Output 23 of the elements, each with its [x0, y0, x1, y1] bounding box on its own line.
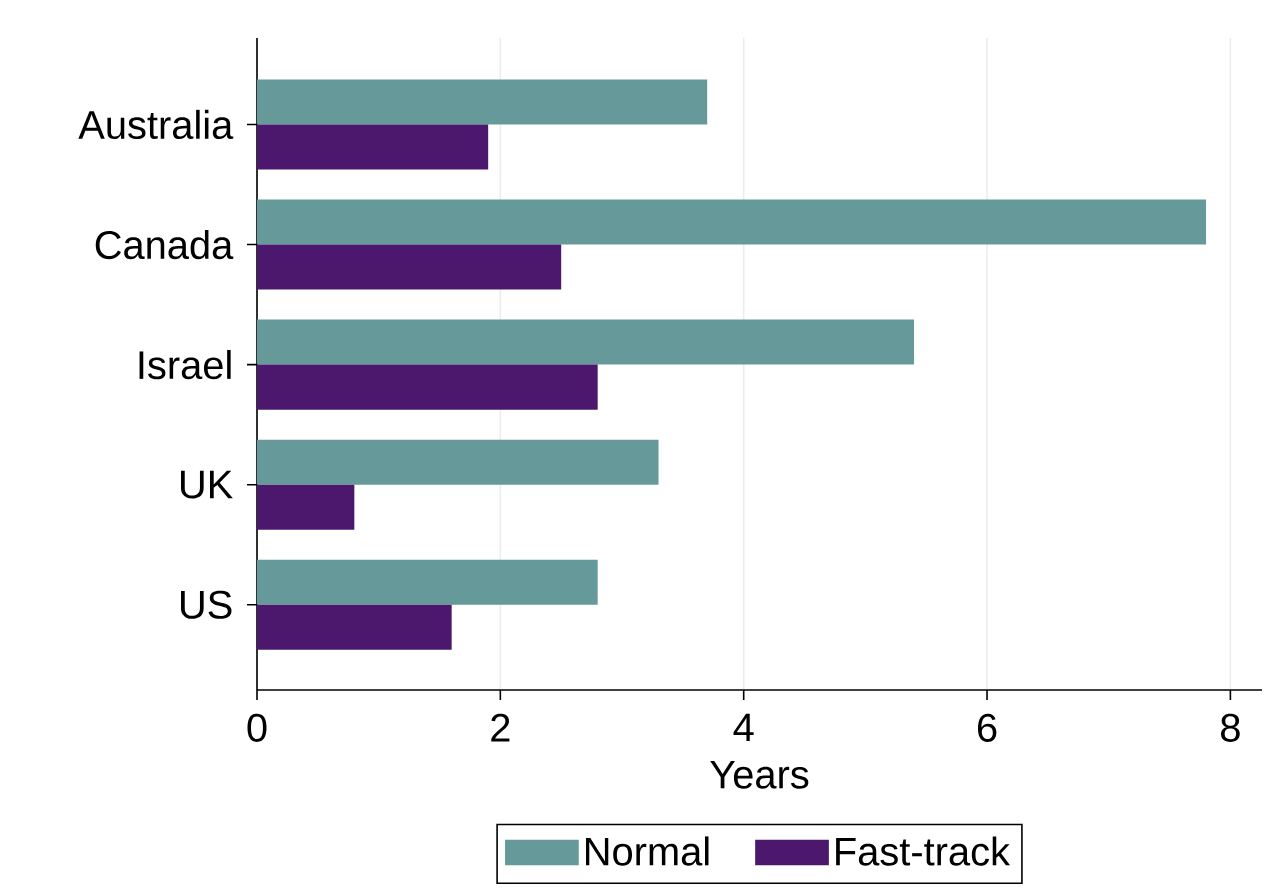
bar: [257, 604, 452, 650]
bar: [257, 199, 1207, 245]
bar: [257, 484, 355, 530]
y-tick-label: Israel: [139, 349, 231, 380]
y-tick-label: Australia: [78, 109, 234, 140]
y-tick-label: UK: [181, 470, 233, 499]
x-axis-title: Years: [710, 760, 809, 789]
bar: [257, 244, 562, 290]
bar: [257, 79, 708, 125]
legend-label: Normal: [586, 836, 709, 866]
x-tick-label: 6: [977, 713, 997, 742]
bar: [257, 559, 598, 605]
y-tick-label: US: [181, 590, 232, 619]
x-tick-label: 0: [247, 713, 267, 742]
bar: [257, 124, 489, 170]
bar: [257, 439, 659, 485]
y-tick-label: Canada: [95, 229, 234, 260]
x-tick-label: 2: [491, 713, 510, 742]
x-tick-label: 4: [733, 713, 754, 742]
bar: [257, 364, 598, 410]
legend-label: Fast-track: [836, 836, 1011, 866]
x-tick-label: 8: [1221, 713, 1240, 742]
bar: [257, 319, 915, 365]
